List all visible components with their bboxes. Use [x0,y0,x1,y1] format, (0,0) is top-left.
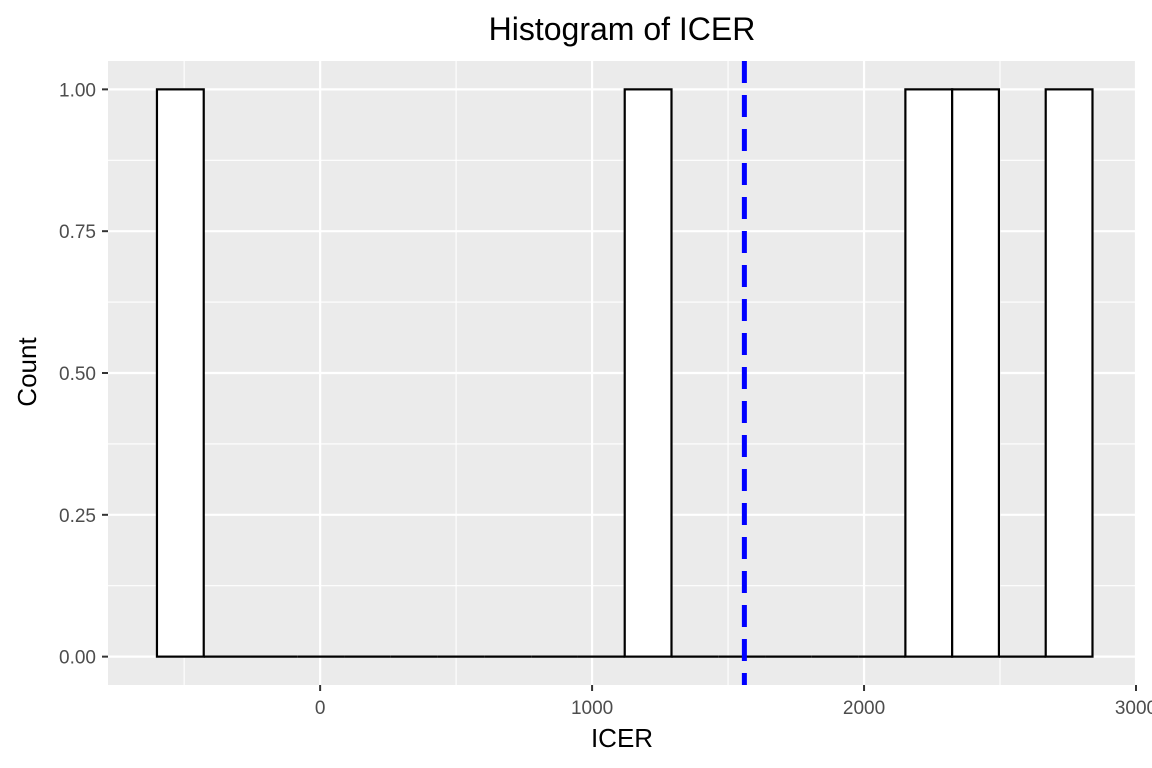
x-axis: 0 1000 2000 3000 [315,685,1152,719]
x-tick-label: 0 [315,698,326,719]
x-tick-label: 2000 [843,698,885,719]
y-tick-label: 0.25 [59,506,96,527]
major-gridlines [108,61,1138,685]
y-tick-label: 0.00 [59,648,96,669]
y-axis: 0.00 0.25 0.50 0.75 1.00 [59,80,108,669]
y-axis-title: Count [12,337,42,407]
histogram-bar [951,88,1001,658]
y-tick-label: 1.00 [59,80,96,101]
histogram-bar [1044,88,1094,658]
x-tick-label: 3000 [1115,698,1152,719]
chart-title: Histogram of ICER [489,11,756,47]
y-tick-label: 0.50 [59,364,96,385]
x-axis-title: ICER [591,723,653,753]
y-tick-label: 0.75 [59,222,96,243]
histogram-bar [904,88,954,658]
histogram-bar [623,88,673,658]
histogram-bars [155,88,1094,658]
histogram-bar [155,88,205,658]
x-tick-label: 1000 [571,698,613,719]
